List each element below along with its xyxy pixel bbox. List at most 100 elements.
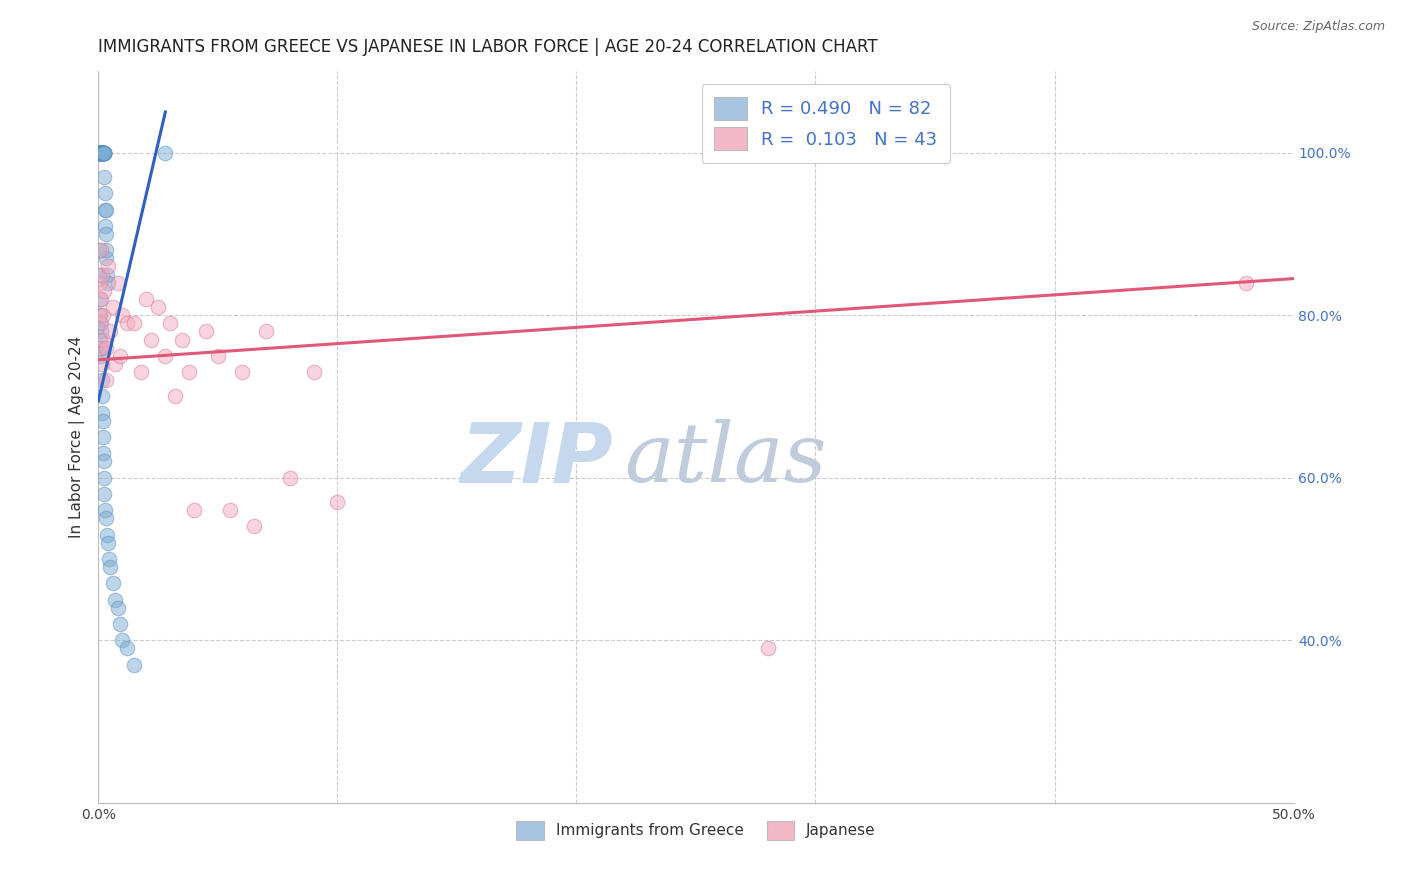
Point <box>111 633 134 648</box>
Point <box>139 333 162 347</box>
Point <box>124 316 146 330</box>
Point <box>94 243 117 257</box>
Point <box>93 487 115 501</box>
Point <box>89 145 111 160</box>
Point <box>115 641 138 656</box>
Point <box>89 333 111 347</box>
Point <box>96 527 118 541</box>
Point <box>94 202 117 217</box>
Point <box>97 535 120 549</box>
Point <box>93 145 115 160</box>
Point <box>219 503 242 517</box>
Point <box>93 145 115 160</box>
Point <box>148 300 170 314</box>
Point <box>90 145 112 160</box>
Point <box>101 576 124 591</box>
Point <box>90 145 112 160</box>
Text: ZIP: ZIP <box>460 418 613 500</box>
Point <box>90 145 112 160</box>
Point <box>155 349 177 363</box>
Point <box>89 316 111 330</box>
Point <box>89 243 111 257</box>
Point <box>96 268 118 282</box>
Point <box>195 325 218 339</box>
Point <box>90 145 112 160</box>
Point <box>90 145 112 160</box>
Point <box>243 519 266 533</box>
Point <box>89 145 111 160</box>
Point <box>89 145 111 160</box>
Point <box>155 145 177 160</box>
Point <box>254 325 277 339</box>
Point <box>90 292 112 306</box>
Point <box>90 325 112 339</box>
Point <box>91 430 114 444</box>
Point <box>115 316 138 330</box>
Point <box>91 145 114 160</box>
Point <box>89 145 111 160</box>
Point <box>90 316 112 330</box>
Point <box>94 373 117 387</box>
Point <box>93 145 115 160</box>
Point <box>94 511 117 525</box>
Point <box>89 145 111 160</box>
Point <box>302 365 325 379</box>
Point <box>90 349 112 363</box>
Point <box>1234 276 1257 290</box>
Point <box>163 389 186 403</box>
Point <box>108 617 131 632</box>
Text: atlas: atlas <box>624 419 827 499</box>
Point <box>98 552 121 566</box>
Point <box>91 145 114 160</box>
Point <box>89 268 111 282</box>
Point <box>94 341 117 355</box>
Point <box>159 316 181 330</box>
Point <box>90 145 112 160</box>
Point <box>207 349 229 363</box>
Point <box>91 406 114 420</box>
Point <box>124 657 146 672</box>
Point <box>94 202 117 217</box>
Point <box>94 503 117 517</box>
Point <box>91 308 114 322</box>
Point <box>90 243 112 257</box>
Point <box>101 300 124 314</box>
Point <box>90 145 112 160</box>
Point <box>93 145 115 160</box>
Point <box>87 145 110 160</box>
Point <box>107 600 129 615</box>
Point <box>89 308 111 322</box>
Point <box>231 365 253 379</box>
Point <box>90 145 112 160</box>
Point <box>94 219 117 233</box>
Point <box>93 169 115 184</box>
Point <box>278 471 301 485</box>
Point <box>107 276 129 290</box>
Point <box>111 308 134 322</box>
Point <box>91 145 114 160</box>
Point <box>93 145 115 160</box>
Point <box>89 145 111 160</box>
Point <box>93 454 115 468</box>
Point <box>93 145 115 160</box>
Point <box>97 276 120 290</box>
Point <box>172 333 194 347</box>
Point <box>89 276 111 290</box>
Point <box>89 145 111 160</box>
Point <box>91 145 114 160</box>
Point <box>89 292 111 306</box>
Point <box>90 145 112 160</box>
Legend: Immigrants from Greece, Japanese: Immigrants from Greece, Japanese <box>510 814 882 847</box>
Point <box>93 186 115 201</box>
Point <box>91 145 114 160</box>
Point <box>183 503 205 517</box>
Point <box>91 268 114 282</box>
Point <box>93 284 115 298</box>
Text: IMMIGRANTS FROM GREECE VS JAPANESE IN LABOR FORCE | AGE 20-24 CORRELATION CHART: IMMIGRANTS FROM GREECE VS JAPANESE IN LA… <box>98 38 877 56</box>
Text: Source: ZipAtlas.com: Source: ZipAtlas.com <box>1251 20 1385 33</box>
Point <box>108 349 131 363</box>
Point <box>91 145 114 160</box>
Point <box>89 145 111 160</box>
Point <box>90 145 112 160</box>
Point <box>104 357 127 371</box>
